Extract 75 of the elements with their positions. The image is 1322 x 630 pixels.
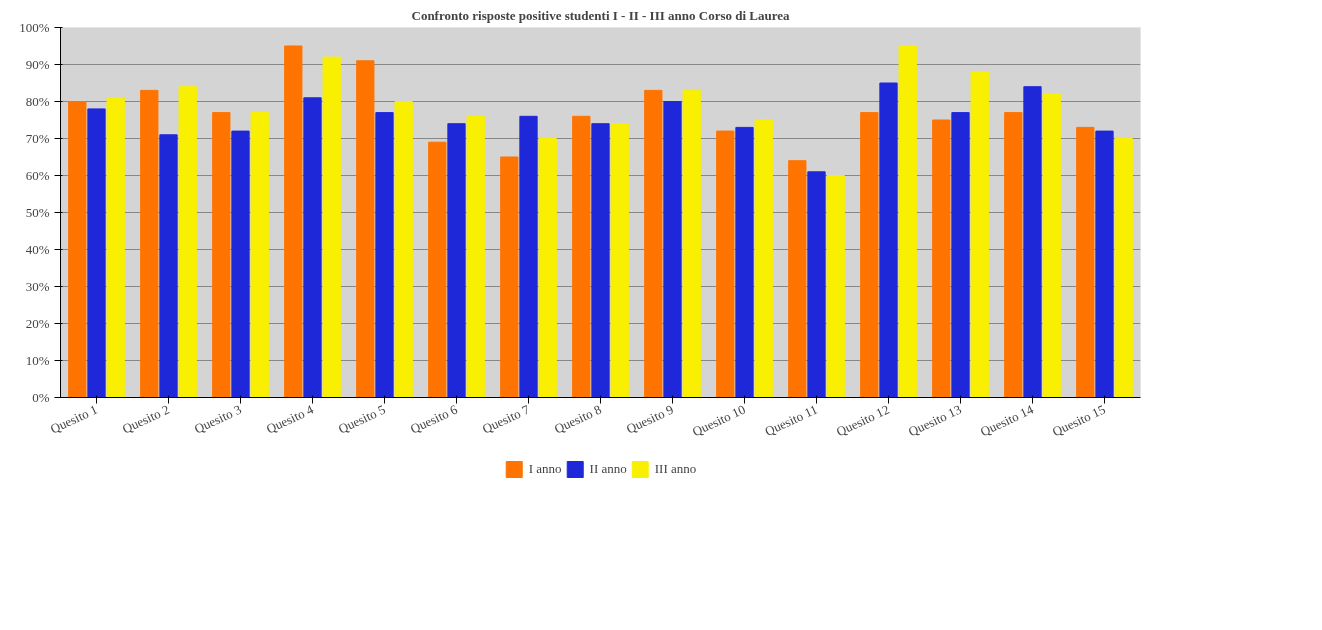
bar xyxy=(231,130,250,398)
y-tick-label: 10% xyxy=(25,353,50,368)
bar xyxy=(106,97,125,398)
bar xyxy=(466,115,485,398)
bar xyxy=(970,71,989,398)
bar xyxy=(519,115,538,398)
bar xyxy=(1004,112,1023,398)
y-tick-label: 50% xyxy=(25,205,50,220)
y-tick-label: 0% xyxy=(32,390,50,405)
bar xyxy=(538,138,557,398)
bar xyxy=(807,171,826,398)
bar xyxy=(951,112,970,398)
bar xyxy=(375,112,394,398)
y-tick-label: 80% xyxy=(25,94,50,109)
bar xyxy=(303,97,322,398)
y-tick-label: 40% xyxy=(25,242,50,257)
bar xyxy=(735,126,754,398)
x-tick-label: Quesito 2 xyxy=(119,401,172,437)
y-tick-label: 70% xyxy=(25,131,50,146)
y-tick-label: 100% xyxy=(19,20,50,35)
bar xyxy=(644,89,663,398)
x-tick-label: Quesito 13 xyxy=(905,401,964,440)
bar xyxy=(68,101,87,398)
legend-label: I anno xyxy=(528,461,562,477)
bar xyxy=(826,175,845,398)
x-tick-label: Quesito 8 xyxy=(551,401,604,437)
x-tick-label: Quesito 14 xyxy=(977,401,1037,440)
bar xyxy=(178,86,197,398)
x-tick-label: Quesito 6 xyxy=(407,401,461,437)
bar xyxy=(932,119,951,398)
x-tick-label: Quesito 3 xyxy=(191,401,244,437)
bar xyxy=(898,45,917,398)
bar xyxy=(716,130,735,398)
bar xyxy=(428,141,447,398)
bar xyxy=(663,101,682,398)
x-tick-label: Quesito 11 xyxy=(762,401,820,440)
x-tick-label: Quesito 10 xyxy=(689,401,748,440)
y-tick-label: 60% xyxy=(25,168,50,183)
x-tick-label: Quesito 5 xyxy=(335,401,388,437)
bar xyxy=(447,123,466,398)
bar xyxy=(610,123,629,398)
y-tick-label: 90% xyxy=(25,57,50,72)
legend-label: III anno xyxy=(654,461,697,477)
bar xyxy=(356,60,375,398)
bar xyxy=(500,156,519,398)
bar xyxy=(754,119,773,398)
x-tick-label: Quesito 1 xyxy=(47,401,100,437)
x-tick-label: Quesito 7 xyxy=(479,401,533,437)
bar xyxy=(250,112,269,398)
bar xyxy=(1114,138,1133,398)
x-tick-label: Quesito 15 xyxy=(1049,401,1108,440)
bar xyxy=(1023,86,1042,398)
bar xyxy=(1095,130,1114,398)
y-tick-label: 30% xyxy=(25,279,50,294)
legend-label: II anno xyxy=(589,461,627,477)
x-tick-label: Quesito 4 xyxy=(263,401,317,437)
bar xyxy=(394,101,413,398)
bar xyxy=(788,160,807,398)
bar xyxy=(572,115,591,398)
bar xyxy=(1042,93,1061,398)
x-tick-label: Quesito 9 xyxy=(623,401,676,437)
bar xyxy=(860,112,879,398)
chart-title: Confronto risposte positive studenti I - II - III anno Corso di Laurea xyxy=(411,7,790,23)
bar xyxy=(1076,126,1095,398)
bar xyxy=(879,82,898,398)
bar xyxy=(284,45,303,398)
bar xyxy=(159,134,178,398)
bar xyxy=(591,123,610,398)
y-tick-label: 20% xyxy=(25,316,50,331)
bar xyxy=(140,89,159,398)
bar xyxy=(682,89,701,398)
bar xyxy=(322,56,341,398)
x-tick-label: Quesito 12 xyxy=(833,401,892,440)
bar xyxy=(212,112,231,398)
bar xyxy=(87,108,106,398)
